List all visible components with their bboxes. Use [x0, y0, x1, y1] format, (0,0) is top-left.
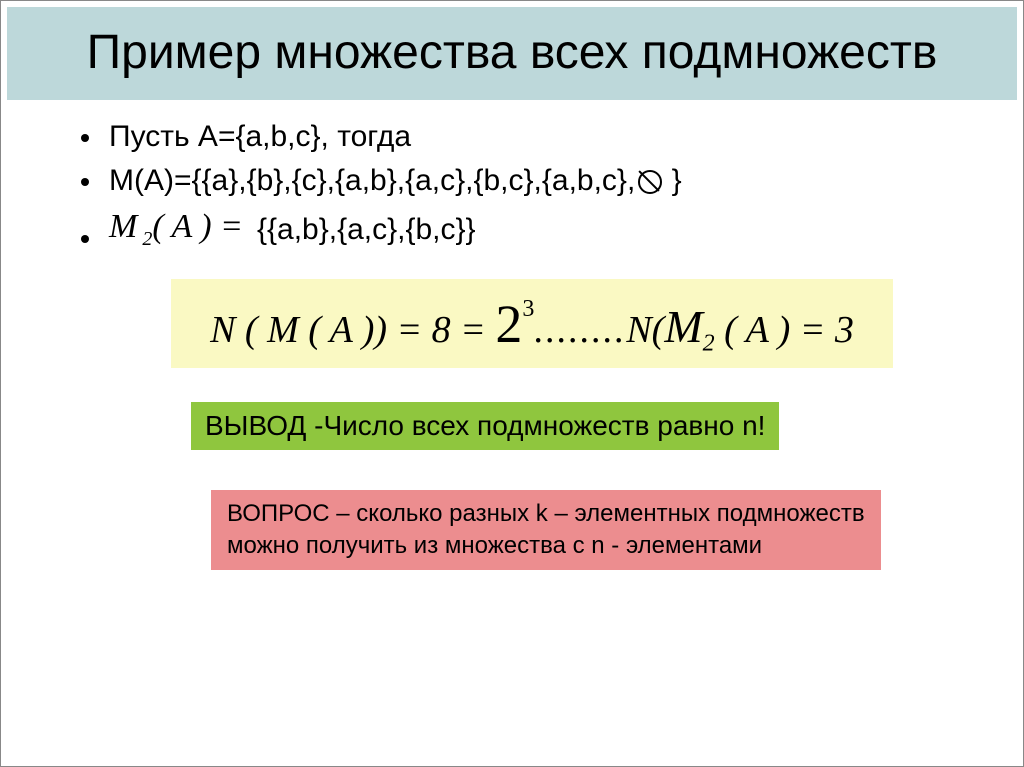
f-p2: N(	[626, 309, 664, 351]
question-box: ВОПРОС – сколько разных k – элементных п…	[211, 490, 881, 571]
bullet-3-formula: M 2( A ) = {{a,b},{a,c},{b,c}}	[109, 208, 476, 251]
f-big2: 2	[495, 294, 522, 354]
slide-title: Пример множества всех подмножеств	[47, 25, 977, 80]
m2-M: M	[109, 208, 137, 245]
bullet-dot-icon	[81, 235, 89, 243]
f-p1: N ( M ( A )) = 8 =	[210, 309, 495, 351]
formula-highlight: N ( M ( A )) = 8 = 23........N(M2 ( A ) …	[171, 279, 893, 368]
f-sub2: 2	[703, 331, 715, 357]
m2-paren: ( A ) =	[152, 208, 243, 245]
slide: Пример множества всех подмножеств Пусть …	[0, 0, 1024, 767]
empty-set-icon	[637, 169, 661, 193]
bullet-1-text: Пусть A={a,b,c}, тогда	[109, 120, 411, 154]
m2-sub: 2	[137, 228, 152, 250]
m2-right: {{a,b},{a,c},{b,c}}	[257, 213, 476, 247]
question-line2: можно получить из множества с n - элемен…	[227, 532, 762, 559]
b2-suffix: }	[663, 164, 681, 197]
question-line1: ВОПРОС – сколько разных k – элементных п…	[227, 500, 865, 527]
m2-left: M 2( A ) =	[109, 208, 243, 251]
bullet-dot-icon	[81, 178, 89, 186]
bullet-2-text: M(A)={{a},{b},{c},{a,b},{a,c},{b,c},{a,b…	[109, 164, 682, 198]
f-Mbig: M	[664, 301, 702, 352]
big-formula: N ( M ( A )) = 8 = 23........N(M2 ( A ) …	[210, 309, 854, 351]
bullet-dot-icon	[81, 134, 89, 142]
content-area: Пусть A={a,b,c}, тогда M(A)={{a},{b},{c}…	[1, 100, 1023, 570]
f-sup3: 3	[522, 296, 534, 322]
f-p3: ( A ) = 3	[715, 309, 854, 351]
conclusion-box: ВЫВОД -Число всех подмножеств равно n!	[191, 402, 779, 450]
bullet-1: Пусть A={a,b,c}, тогда	[81, 120, 963, 154]
f-dots: ........	[534, 309, 626, 351]
title-band: Пример множества всех подмножеств	[7, 7, 1017, 100]
conclusion-text: ВЫВОД -Число всех подмножеств равно n!	[205, 410, 765, 441]
bullet-2: M(A)={{a},{b},{c},{a,b},{a,c},{b,c},{a,b…	[81, 164, 963, 198]
bullet-3: M 2( A ) = {{a,b},{a,c},{b,c}}	[81, 208, 963, 251]
b2-prefix: M(A)={{a},{b},{c},{a,b},{a,c},{b,c},{a,b…	[109, 164, 635, 197]
